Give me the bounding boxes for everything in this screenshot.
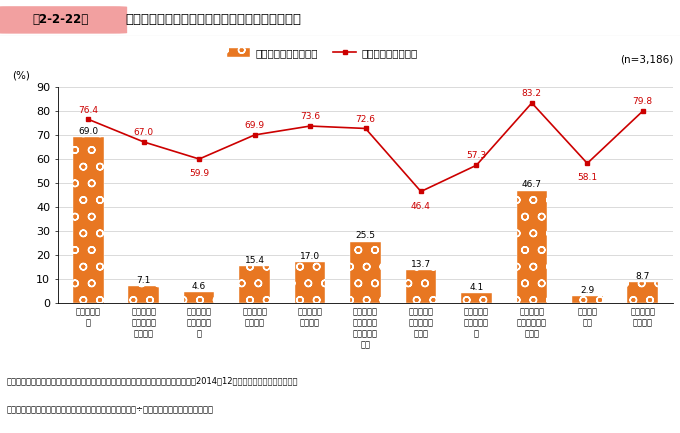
Text: (%): (%): [12, 70, 29, 80]
Text: 採用手段ごとの利用実績及び採用実現率（中途）: 採用手段ごとの利用実績及び採用実現率（中途）: [126, 13, 302, 26]
Text: 79.8: 79.8: [632, 97, 653, 107]
Bar: [184, 292, 214, 303]
Text: 8.7: 8.7: [636, 272, 650, 281]
Text: 7.1: 7.1: [137, 275, 151, 284]
Text: 46.4: 46.4: [411, 202, 431, 211]
Text: 17.0: 17.0: [300, 252, 320, 261]
Text: 25.5: 25.5: [356, 231, 375, 240]
Bar: [73, 137, 103, 303]
Text: （注）　採用実現率とは、採用手段ごとに「採用実績あり÷利用実績あり」から算出した。: （注） 採用実現率とは、採用手段ごとに「採用実績あり÷利用実績あり」から算出した…: [7, 405, 214, 414]
Text: 13.7: 13.7: [411, 260, 431, 269]
Text: 83.2: 83.2: [522, 89, 542, 98]
Text: 73.6: 73.6: [300, 112, 320, 121]
Text: 59.9: 59.9: [189, 168, 209, 178]
Text: 2.9: 2.9: [580, 286, 594, 295]
Text: (n=3,186): (n=3,186): [620, 55, 673, 65]
Text: 15.4: 15.4: [245, 255, 265, 265]
Bar: [461, 293, 492, 303]
Text: 69.9: 69.9: [245, 121, 265, 130]
Bar: [239, 266, 270, 303]
Bar: [517, 191, 547, 303]
Bar: [295, 262, 325, 303]
Text: 76.4: 76.4: [78, 106, 99, 114]
Bar: [129, 286, 159, 303]
Text: 46.7: 46.7: [522, 180, 542, 189]
Text: 4.6: 4.6: [192, 281, 206, 291]
Text: 第2-2-22図: 第2-2-22図: [33, 13, 88, 26]
Legend: 利用実績あり（中途）, 採用実現率（中途）: 利用実績あり（中途）, 採用実現率（中途）: [223, 44, 422, 62]
Bar: [572, 296, 602, 303]
Text: 4.1: 4.1: [469, 283, 483, 292]
Bar: [350, 242, 381, 303]
Text: 72.6: 72.6: [356, 115, 375, 124]
FancyBboxPatch shape: [0, 6, 127, 34]
Bar: [406, 270, 436, 303]
Text: 58.1: 58.1: [577, 173, 597, 182]
Text: 資料：中小企業庁委託「中小企業・小規模事業者の人材確保と育成に関する調査」（2014年12月、（株）野村総合研究所）: 資料：中小企業庁委託「中小企業・小規模事業者の人材確保と育成に関する調査」（20…: [7, 377, 299, 386]
Bar: [628, 282, 658, 303]
Text: 69.0: 69.0: [78, 127, 99, 136]
Text: 67.0: 67.0: [134, 128, 154, 137]
Text: 57.3: 57.3: [466, 152, 486, 161]
